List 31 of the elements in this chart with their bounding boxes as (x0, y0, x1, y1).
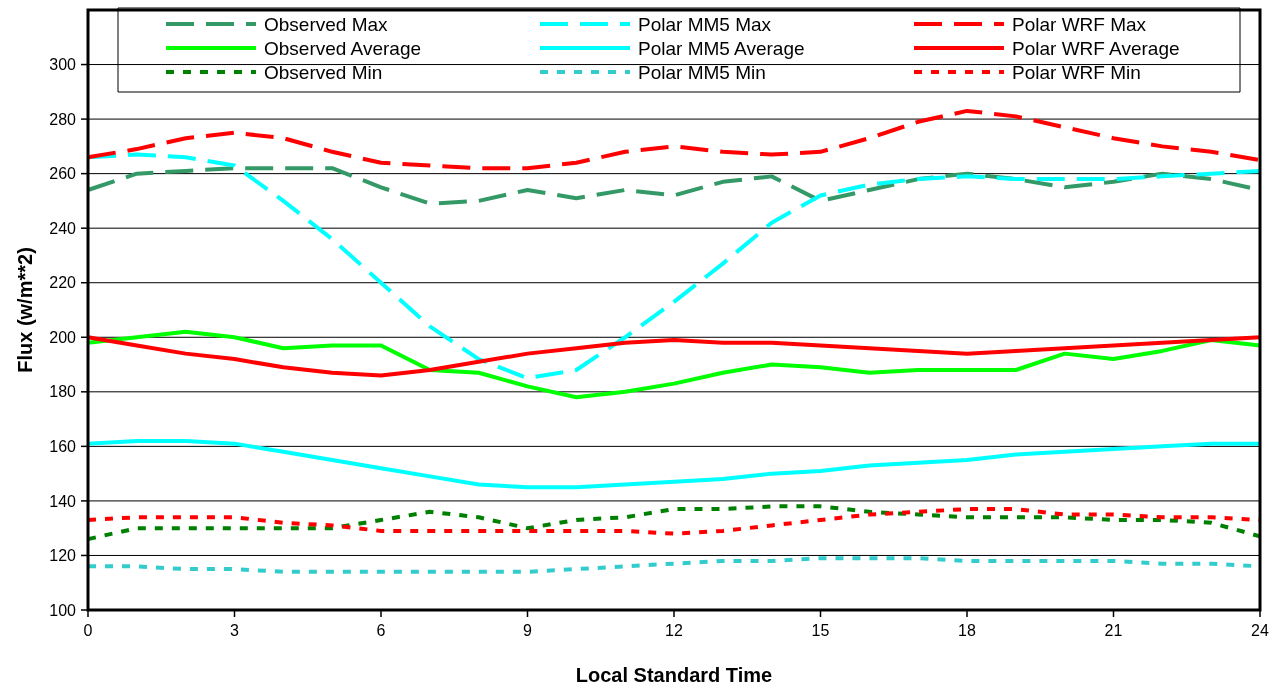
y-tick-label: 300 (49, 56, 77, 74)
legend-label: Observed Max (264, 13, 389, 35)
y-axis-title: Flux (w/m**2) (14, 247, 36, 373)
x-tick-label: 6 (376, 622, 386, 639)
legend-label: Observed Average (264, 37, 422, 59)
x-tick-label: 15 (811, 622, 830, 639)
legend-label: Observed Min (264, 61, 383, 83)
x-tick-label: 9 (523, 622, 533, 639)
y-tick-label: 220 (49, 274, 77, 292)
y-tick-label: 180 (49, 383, 77, 401)
y-tick-label: 280 (49, 110, 77, 128)
x-axis-title: Local Standard Time (575, 664, 773, 686)
x-tick-label: 21 (1104, 622, 1123, 639)
legend-label: Polar WRF Average (1012, 37, 1180, 59)
x-tick-label: 0 (83, 622, 93, 639)
y-tick-label: 140 (49, 492, 77, 510)
legend-label: Polar MM5 Average (638, 37, 805, 59)
y-tick-label: 120 (49, 547, 77, 565)
x-tick-label: 12 (665, 622, 683, 639)
x-tick-label: 18 (958, 622, 976, 639)
legend-label: Polar MM5 Min (638, 61, 766, 83)
legend-label: Polar WRF Max (1012, 13, 1147, 35)
x-tick-label: 3 (230, 622, 240, 639)
x-tick-label: 24 (1251, 622, 1269, 639)
y-tick-label: 240 (49, 219, 77, 237)
legend-label: Polar MM5 Max (638, 13, 772, 35)
legend-label: Polar WRF Min (1012, 61, 1141, 83)
y-tick-label: 160 (49, 437, 77, 455)
y-tick-label: 100 (49, 601, 77, 619)
y-tick-label: 260 (49, 165, 77, 183)
y-tick-label: 200 (49, 328, 77, 346)
